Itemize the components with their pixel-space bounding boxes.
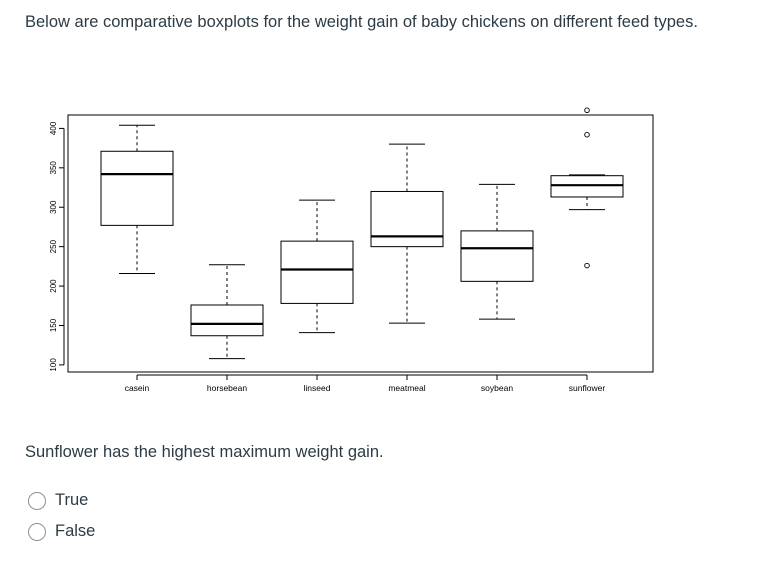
iqr-box-meatmeal — [370, 190, 444, 248]
y-tick-label-300: 300 — [49, 200, 58, 214]
x-tick-label-linseed: linseed — [304, 383, 331, 393]
x-tick-label-sunflower: sunflower — [569, 383, 606, 393]
box-linseed — [280, 199, 354, 334]
x-tick-label-meatmeal: meatmeal — [388, 383, 425, 393]
x-tick-label-casein: casein — [125, 383, 150, 393]
outlier-sunflower-2 — [584, 107, 590, 114]
option-false[interactable]: False — [28, 522, 95, 541]
outlier-sunflower-0 — [584, 262, 590, 269]
x-tick-label-soybean: soybean — [481, 383, 513, 393]
box-meatmeal — [370, 143, 444, 324]
box-horsebean — [190, 264, 264, 360]
boxplot-chart: 100 150 200 250 300 350 400 casein horsebean lins… — [49, 107, 654, 393]
iqr-box-soybean — [460, 230, 534, 282]
iqr-box-linseed — [280, 240, 354, 304]
option-false-label: False — [55, 522, 96, 540]
plot-frame — [67, 114, 654, 373]
iqr-box-casein — [100, 150, 174, 226]
box-sunflower — [550, 107, 624, 269]
y-tick-label-200: 200 — [49, 279, 58, 293]
box-soybean — [460, 183, 534, 320]
question-text: Below are comparative boxplots for the w… — [25, 13, 698, 31]
y-tick-label-350: 350 — [49, 161, 58, 175]
y-tick-label-400: 400 — [49, 121, 58, 135]
iqr-box-sunflower — [550, 175, 624, 198]
y-tick-label-150: 150 — [49, 318, 58, 332]
statement-text: Sunflower has the highest maximum weight… — [25, 443, 384, 461]
radio-true[interactable] — [28, 491, 46, 510]
box-casein — [100, 124, 174, 274]
x-tick-label-horsebean: horsebean — [207, 383, 247, 393]
y-tick-label-100: 100 — [49, 358, 58, 372]
option-true[interactable]: True — [28, 491, 88, 510]
radio-false[interactable] — [28, 522, 46, 541]
iqr-box-horsebean — [190, 304, 264, 337]
option-true-label: True — [55, 491, 89, 509]
y-tick-label-250: 250 — [49, 239, 58, 253]
outlier-sunflower-1 — [584, 131, 590, 138]
